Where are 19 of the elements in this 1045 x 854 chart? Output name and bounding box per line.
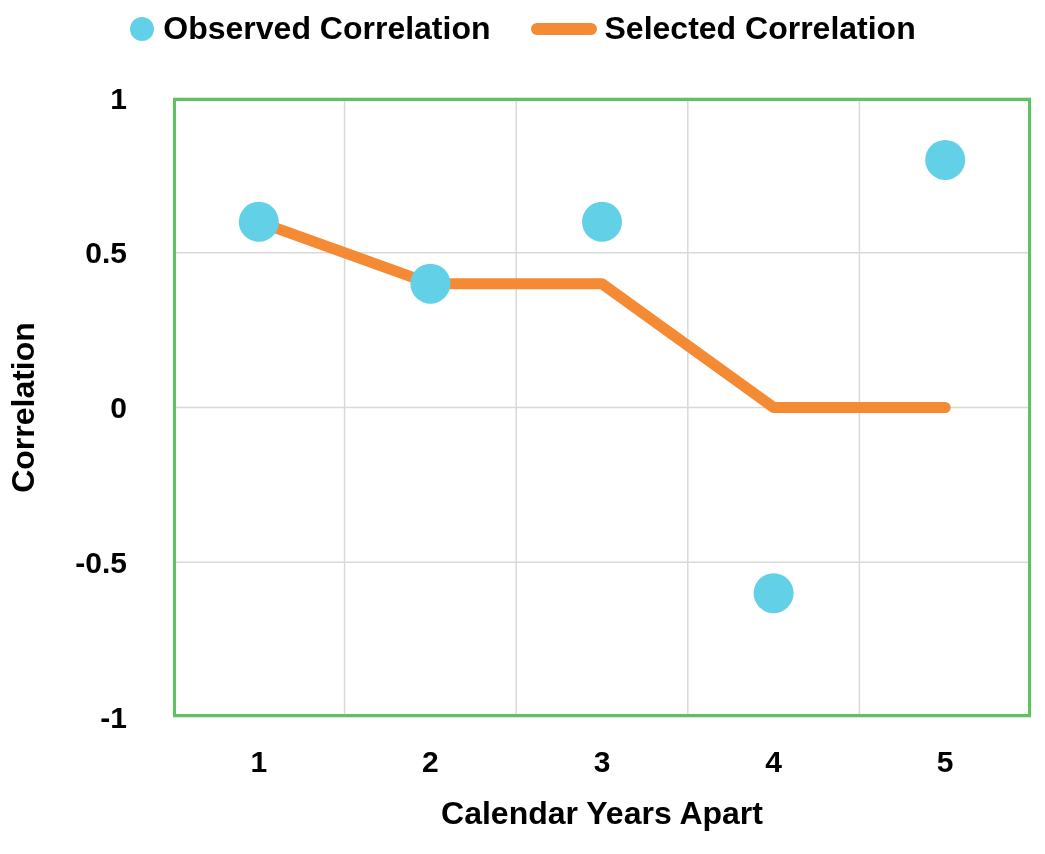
y-tick-label: 1 [110, 81, 127, 115]
legend-label: Observed Correlation [163, 10, 491, 47]
x-axis-title: Calendar Years Apart [441, 795, 764, 831]
point [925, 139, 966, 180]
x-tick-label: 2 [422, 745, 439, 779]
x-tick-label: 1 [250, 745, 268, 779]
x-tick-label: 3 [593, 745, 611, 779]
point [753, 573, 794, 614]
x-tick-label: 4 [765, 745, 783, 779]
legend-label: Selected Correlation [604, 10, 916, 47]
y-tick-label: -1 [100, 700, 127, 734]
x-tick-label: 5 [936, 745, 954, 779]
point [238, 201, 279, 242]
y-axis-title: Correlation [5, 322, 42, 493]
y-tick-label: 0 [110, 391, 127, 425]
y-tick-label: 0.5 [85, 236, 127, 270]
point [410, 263, 451, 304]
point [582, 201, 622, 242]
y-tick-label: -0.5 [75, 545, 127, 579]
